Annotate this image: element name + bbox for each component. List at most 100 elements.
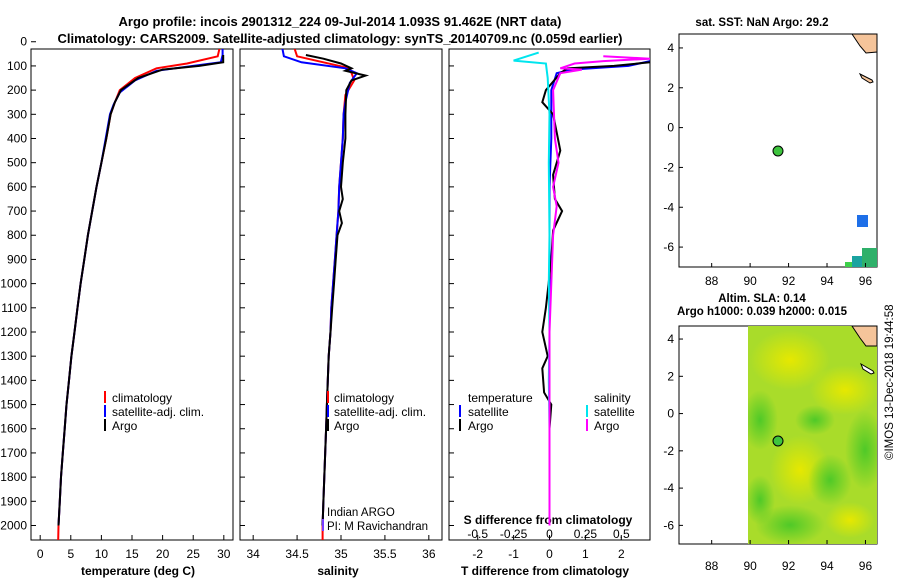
series-line-argo bbox=[57, 55, 225, 526]
lat-tick-label: -4 bbox=[663, 200, 674, 214]
legend-swatch-s-argo bbox=[586, 419, 588, 431]
x-tick-label: 36 bbox=[422, 547, 436, 561]
depth-tick-label: 1200 bbox=[0, 325, 27, 339]
lon-tick-label: 88 bbox=[705, 559, 719, 573]
title-line-2: Climatology: CARS2009. Satellite-adjuste… bbox=[58, 31, 623, 46]
lon-tick-label: 88 bbox=[705, 274, 719, 288]
difference-series-group bbox=[513, 51, 650, 526]
series-line-climatology bbox=[57, 49, 221, 540]
s-difference-xlabel: S difference from climatology bbox=[464, 513, 633, 527]
legend-header-salinity: salinity bbox=[594, 391, 631, 405]
legend-swatch-climatology bbox=[104, 391, 106, 403]
depth-tick-label: 1500 bbox=[0, 398, 27, 412]
series-line-temperature-satellite bbox=[548, 60, 650, 526]
legend-label-argo: Argo bbox=[112, 419, 138, 433]
sst-pixel-lime bbox=[845, 262, 852, 267]
s-diff-tick-label: -0.5 bbox=[467, 527, 488, 541]
sla-island bbox=[859, 362, 875, 375]
sla-map-title-2: Argo h1000: 0.039 h2000: 0.015 bbox=[677, 306, 848, 318]
depth-tick-label: 1300 bbox=[0, 349, 27, 363]
lon-tick-label: 96 bbox=[859, 274, 873, 288]
legend-swatch-satellite bbox=[104, 405, 106, 417]
legend-swatch-climatology bbox=[327, 391, 329, 403]
depth-tick-label: 1000 bbox=[0, 277, 27, 291]
salinity-panel-frame bbox=[239, 48, 443, 541]
depth-tick-label: 1400 bbox=[0, 373, 27, 387]
depth-tick-label: 1800 bbox=[0, 470, 27, 484]
depth-tick-label: 2000 bbox=[0, 518, 27, 532]
salinity-xlabel: salinity bbox=[317, 564, 359, 578]
legend-swatch-t-argo bbox=[459, 419, 461, 431]
x-tick-label: 30 bbox=[217, 547, 231, 561]
x-tick-label: 35 bbox=[334, 547, 348, 561]
depth-tick-label: 1100 bbox=[1, 301, 27, 315]
sla-field bbox=[748, 326, 877, 544]
depth-axis: 0 100 200 300 400 500 600 700 800 900 1000 1100 1200… bbox=[0, 35, 454, 532]
legend-swatch-satellite bbox=[327, 405, 329, 417]
legend-label-climatology: climatology bbox=[334, 391, 394, 405]
x-tick-label: 0 bbox=[546, 547, 553, 561]
s-diff-tick-label: 0.25 bbox=[574, 527, 598, 541]
depth-tick-label: 600 bbox=[7, 180, 27, 194]
x-tick-label: 2 bbox=[618, 547, 625, 561]
depth-tick-label: 900 bbox=[7, 252, 27, 266]
x-tick-label: -2 bbox=[472, 547, 483, 561]
sst-map-lon-axis: 88 90 92 94 96 bbox=[705, 263, 872, 288]
lon-tick-label: 94 bbox=[820, 559, 834, 573]
x-tick-label: 34.5 bbox=[285, 547, 309, 561]
sla-map-title-1: Altim. SLA: 0.14 bbox=[718, 293, 806, 305]
sla-map-lon-axis: 88 90 92 94 96 bbox=[705, 540, 872, 573]
lon-tick-label: 96 bbox=[859, 559, 873, 573]
legend-label-s-argo: Argo bbox=[594, 419, 620, 433]
x-tick-label: 34 bbox=[246, 547, 260, 561]
s-difference-x-axis: -0.5 -0.25 0 0.25 0.5 bbox=[467, 527, 630, 541]
x-tick-label: -1 bbox=[508, 547, 519, 561]
legend-label-satellite: satellite-adj. clim. bbox=[334, 405, 426, 419]
lon-tick-label: 94 bbox=[820, 274, 834, 288]
series-line-salinity-argo bbox=[548, 55, 650, 526]
legend-swatch-argo bbox=[104, 419, 106, 431]
depth-tick-label: 200 bbox=[7, 83, 27, 97]
lat-tick-label: -4 bbox=[663, 481, 674, 495]
argo-float-marker-sla bbox=[772, 435, 784, 447]
credit-pi: PI: M Ravichandran bbox=[327, 521, 428, 533]
s-diff-tick-label: 0.5 bbox=[613, 527, 630, 541]
argo-float-marker-sst bbox=[772, 145, 784, 157]
x-tick-label: 1 bbox=[582, 547, 589, 561]
lat-tick-label: 4 bbox=[667, 332, 674, 346]
lat-tick-label: -2 bbox=[663, 160, 674, 174]
s-diff-tick-label: 0 bbox=[546, 527, 553, 541]
sst-map-title: sat. SST: NaN Argo: 29.2 bbox=[695, 17, 828, 29]
legend-label-t-argo: Argo bbox=[468, 419, 494, 433]
lon-tick-label: 92 bbox=[782, 274, 796, 288]
x-tick-label: 15 bbox=[125, 547, 139, 561]
salinity-series-group bbox=[281, 49, 370, 540]
lat-tick-label: 0 bbox=[667, 121, 674, 135]
depth-tick-label: 100 bbox=[7, 59, 27, 73]
depth-tick-label: 0 bbox=[20, 35, 27, 49]
sst-pixel-green bbox=[862, 248, 877, 267]
legend-label-climatology: climatology bbox=[112, 391, 172, 405]
depth-tick-label: 500 bbox=[7, 156, 27, 170]
depth-tick-label: 300 bbox=[7, 107, 27, 121]
lat-tick-label: 2 bbox=[667, 369, 674, 383]
sla-land-patch bbox=[851, 325, 878, 347]
series-line-temperature-argo bbox=[541, 61, 650, 526]
temperature-x-axis: 0 5 10 15 20 25 30 bbox=[37, 535, 231, 561]
credit-marker bbox=[322, 519, 324, 531]
lat-tick-label: 2 bbox=[667, 81, 674, 95]
x-tick-label: 35.5 bbox=[373, 547, 397, 561]
sst-map-lat-axis: 4 2 0 -2 -4 -6 bbox=[663, 41, 683, 254]
lon-tick-label: 90 bbox=[743, 274, 757, 288]
x-tick-label: 20 bbox=[156, 547, 170, 561]
sst-island bbox=[858, 72, 874, 84]
series-line-salinity-satellite bbox=[513, 51, 551, 526]
legend-label-satellite: satellite-adj. clim. bbox=[112, 405, 204, 419]
series-line-satellite-adj-clim- bbox=[57, 49, 224, 526]
lat-tick-label: -6 bbox=[663, 518, 674, 532]
t-difference-xlabel: T difference from climatology bbox=[461, 564, 629, 578]
salinity-legend: climatology satellite-adj. clim. Argo bbox=[327, 391, 426, 433]
sla-map bbox=[678, 325, 878, 545]
